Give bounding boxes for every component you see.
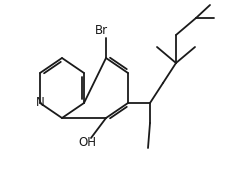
- Text: OH: OH: [78, 137, 96, 149]
- Text: Br: Br: [94, 23, 108, 37]
- Text: N: N: [36, 97, 44, 109]
